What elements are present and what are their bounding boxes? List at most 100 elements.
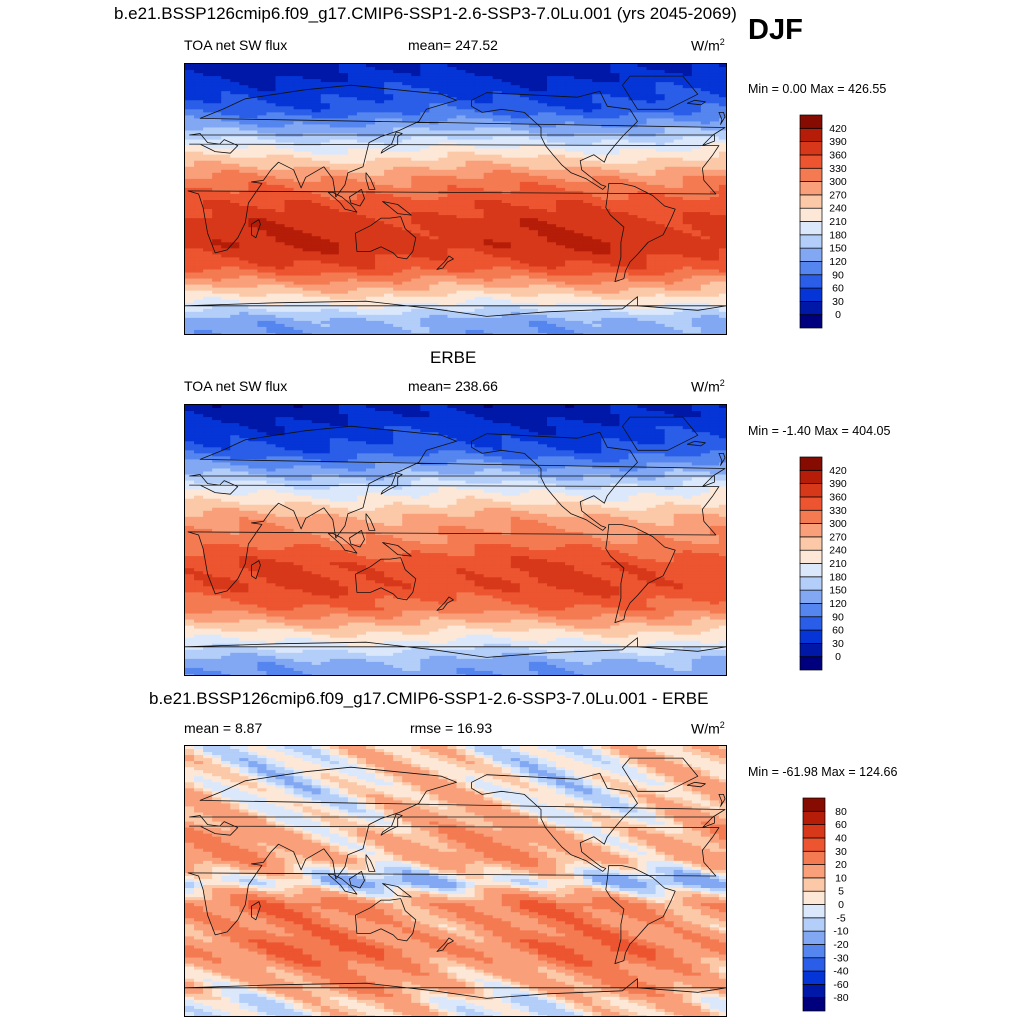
map-cell [275,221,286,225]
map-cell [266,76,277,80]
map-cell [375,97,385,101]
map-cell [302,169,313,174]
map-cell [700,272,711,277]
map-cell [203,184,213,189]
map-cell [628,154,639,159]
map-cell [185,190,195,195]
map-cell [537,70,548,74]
map-cell [519,248,530,252]
map-cell [691,284,702,289]
map-cell [682,193,693,198]
map-cell [492,215,503,219]
map-cell [338,145,349,150]
map-cell [293,224,304,228]
map-cell [221,242,231,246]
map-cell [320,242,331,246]
map-cell [619,166,630,171]
map-cell [302,269,313,274]
map-cell [320,64,331,68]
map-cell [366,160,376,165]
map-cell [519,242,530,246]
map-cell [709,142,720,147]
map-cell [519,121,530,126]
map-cell [583,209,593,213]
map-cell [483,296,494,301]
map-cell [474,97,485,101]
map-cell [293,206,304,210]
map-cell [185,154,195,159]
map-cell [510,94,521,98]
map-cell [510,136,521,141]
map-cell [528,115,539,119]
map-cell [221,290,231,295]
map-cell [230,251,240,255]
map-cell [347,124,358,129]
map-cell [646,290,657,295]
map-cell [329,79,340,83]
map-cell [356,272,367,277]
map-cell [212,79,222,83]
map-cell [528,209,539,213]
map-cell [266,175,277,180]
map-cell [465,67,476,71]
map-cell [347,73,358,77]
map-cell [655,296,666,301]
map-cell [691,142,702,147]
map-cell [429,106,439,110]
map-cell [646,82,657,86]
map-cell [329,203,340,207]
map-cell [266,67,277,71]
map-cell [438,245,449,249]
map-cell [375,209,385,213]
map-cell [673,190,684,195]
map-cell [203,302,213,307]
map-cell [284,254,295,259]
map-cell [347,284,358,289]
map-cell [492,272,503,277]
map-cell [384,287,394,292]
map-cell [356,94,367,98]
map-cell [483,290,494,295]
map-cell [447,136,458,141]
map-cell [429,287,439,292]
map-cell [565,242,575,246]
map-cell [366,148,376,153]
map-cell [528,196,539,201]
map-cell [492,175,503,180]
map-cell [411,145,421,150]
map-cell [700,287,711,292]
map-cell [311,287,322,292]
map-cell [483,118,494,123]
map-cell [700,154,711,159]
map-cell [673,193,684,198]
map-cell [691,254,702,259]
map-cell [429,76,439,80]
map-cell [709,79,720,83]
map-cell [583,85,593,89]
map-cell [718,142,726,147]
map-cell [248,203,258,207]
map-cell [402,278,412,283]
map-cell [429,284,439,289]
map-cell [610,145,620,150]
map-cell [212,266,222,271]
map-cell [320,97,331,101]
map-cell [583,151,593,156]
map-cell [682,263,693,268]
map-cell [293,157,304,162]
map-cell [402,257,412,262]
map-cell [284,178,295,183]
map-cell [420,151,430,156]
map-cell [356,70,367,74]
map-cell [284,175,295,180]
map-cell [284,284,295,289]
map-cell [673,73,684,77]
map-cell [311,67,322,71]
map-cell [655,103,666,107]
map-cell [257,215,268,219]
map-cell [230,88,240,92]
map-cell [248,118,258,123]
map-cell [510,166,521,171]
map-cell [483,218,494,222]
map-cell [519,112,530,116]
